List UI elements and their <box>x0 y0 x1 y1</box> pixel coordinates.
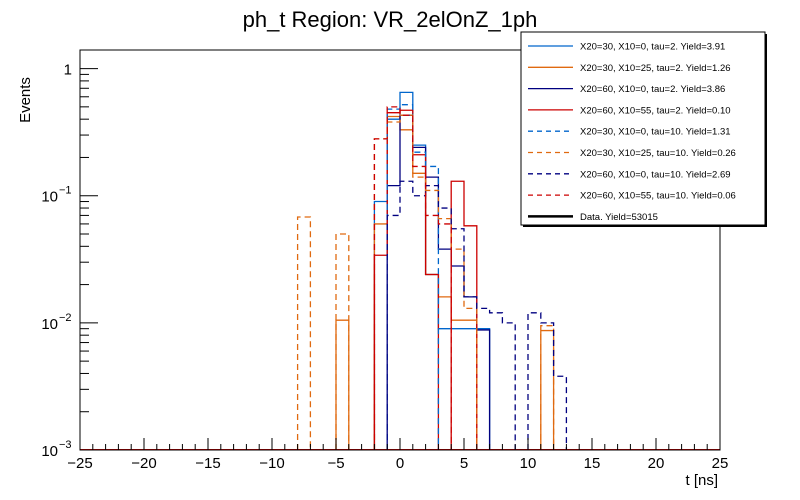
legend-box <box>520 31 766 226</box>
x-tick-label: 15 <box>584 455 601 472</box>
x-tick-label: 25 <box>712 455 729 472</box>
legend-label: X20=30, X10=0, tau=2. Yield=3.91 <box>580 42 725 53</box>
x-tick-label: 20 <box>648 455 665 472</box>
legend-label: X20=60, X10=0, tau=2. Yield=3.86 <box>580 84 725 95</box>
x-tick-label: −25 <box>67 455 92 472</box>
series-7-histogram <box>373 106 452 450</box>
x-tick-label: 5 <box>460 455 468 472</box>
legend-label: X20=60, X10=0, tau=10. Yield=2.69 <box>580 169 731 180</box>
legend-label: X20=30, X10=25, tau=10. Yield=0.26 <box>580 148 736 159</box>
x-tick-label: −15 <box>195 455 220 472</box>
legend-label: X20=30, X10=25, tau=2. Yield=1.26 <box>580 63 731 74</box>
legend-label: Data. Yield=53015 <box>580 212 658 223</box>
y-tick-exponent: −2 <box>59 312 72 324</box>
x-tick-label: −5 <box>327 455 344 472</box>
y-tick-label: 10 <box>41 316 58 333</box>
x-tick-label: −10 <box>259 455 284 472</box>
legend: X20=30, X10=0, tau=2. Yield=3.91 X20=30, … <box>520 31 767 227</box>
x-axis: −25 −20 −15 −10 −5 0 5 10 15 20 25 <box>67 438 728 472</box>
x-axis-title: t [ns] <box>685 472 718 489</box>
y-tick-exponent: −3 <box>59 439 72 451</box>
legend-label: X20=60, X10=55, tau=2. Yield=0.10 <box>580 105 731 116</box>
y-tick-label: 10 <box>41 189 58 206</box>
series-5-histogram <box>296 114 555 450</box>
y-tick-exponent: −1 <box>59 185 72 197</box>
y-axis: 10 −310 −210 −11 <box>41 62 98 460</box>
series-0-histogram <box>373 91 491 450</box>
x-tick-label: 0 <box>396 455 404 472</box>
y-tick-label: 1 <box>64 62 72 79</box>
x-tick-label: −20 <box>131 455 156 472</box>
legend-label: X20=60, X10=55, tau=10. Yield=0.06 <box>580 191 736 202</box>
y-tick-label: 10 <box>41 443 58 460</box>
series-6-histogram <box>386 180 568 450</box>
legend-label: X20=30, X10=0, tau=10. Yield=1.31 <box>580 127 731 138</box>
y-axis-title: Events <box>17 77 34 123</box>
x-tick-label: 10 <box>520 455 537 472</box>
chart-title: ph_t Region: VR_2elOnZ_1ph <box>243 7 538 32</box>
